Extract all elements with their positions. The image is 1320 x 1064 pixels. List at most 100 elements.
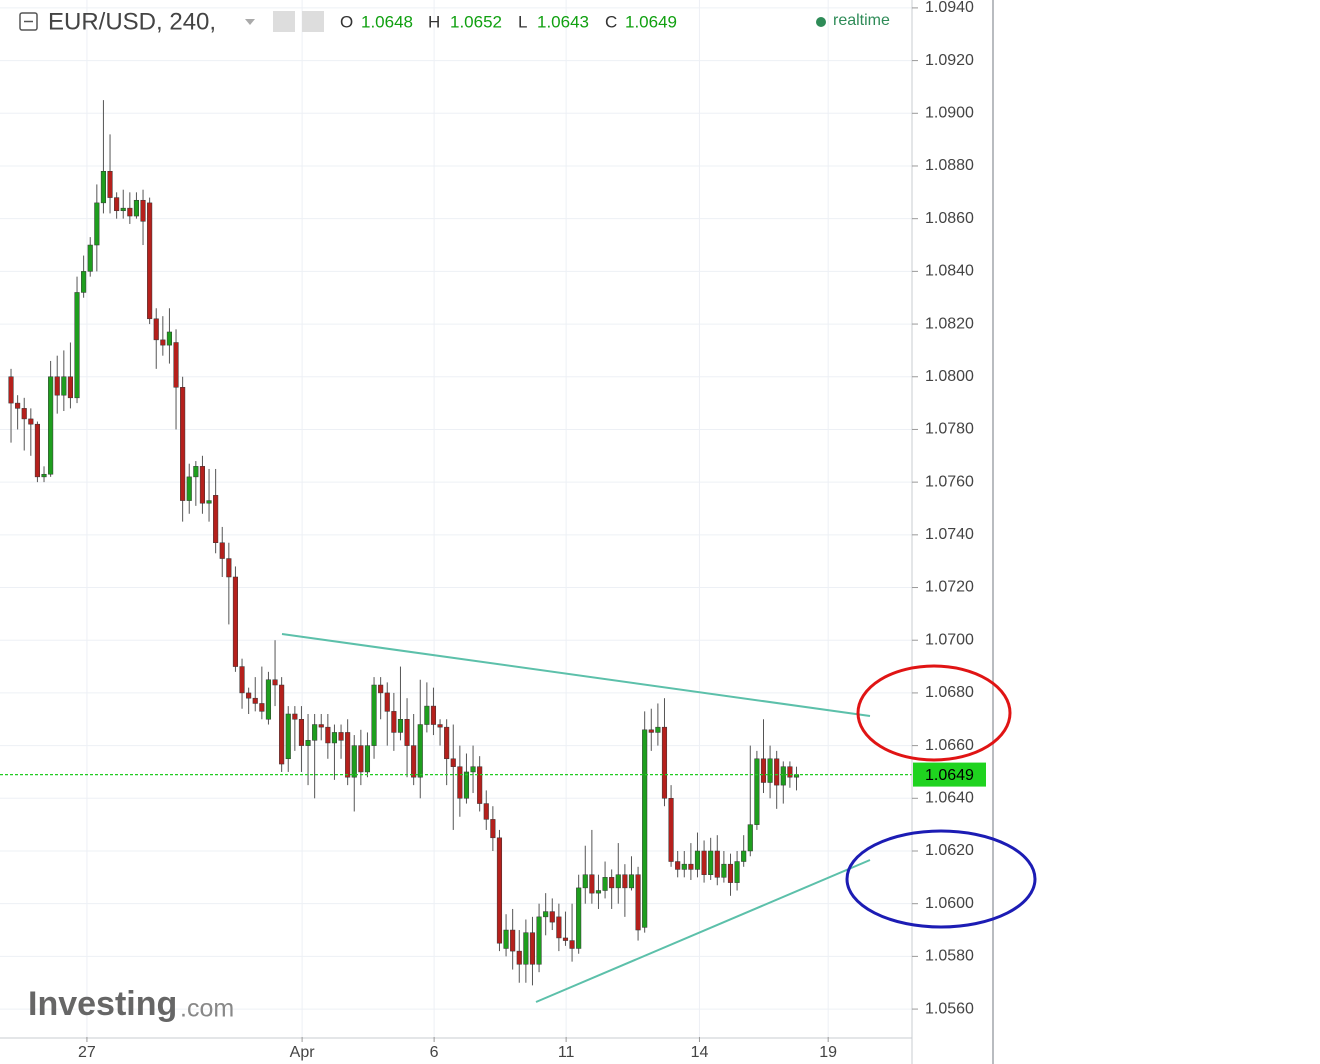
candle-body — [734, 861, 740, 883]
candle-body — [694, 850, 701, 870]
x-tick-label: 11 — [558, 1044, 575, 1061]
settings-icon[interactable] — [302, 11, 324, 32]
candle-body — [147, 202, 153, 320]
candle-body — [490, 819, 496, 839]
candle-body — [246, 692, 252, 699]
candle-body — [140, 199, 146, 222]
ohlc-value: 1.0643 — [537, 12, 589, 31]
candle-body — [226, 558, 232, 578]
candle-body — [325, 726, 331, 744]
axis-labels: 1.0940 1.0920 1.0900 1.0880 1.0860 1.0840 1.08… — [78, 0, 986, 1061]
candle-body — [635, 874, 641, 931]
visibility-icon[interactable] — [273, 11, 295, 32]
candle-body — [378, 684, 384, 694]
candle-body — [173, 342, 179, 388]
candle-body — [305, 740, 311, 746]
candle-body — [675, 861, 681, 870]
y-tick-label: 1.0840 — [925, 263, 974, 280]
candle-body — [114, 197, 120, 212]
candle-body — [424, 705, 430, 725]
candle-body — [34, 423, 40, 478]
candle-body — [279, 684, 285, 765]
candle-body — [206, 500, 212, 504]
y-tick-label: 1.0700 — [925, 631, 974, 648]
candle-body — [180, 387, 186, 501]
candle-body — [232, 576, 239, 667]
highlight-ellipse — [845, 829, 1037, 929]
candle-body — [417, 724, 423, 778]
y-tick-label: 1.0660 — [925, 737, 974, 754]
y-tick-label: 1.0780 — [925, 421, 974, 438]
candle-body — [609, 877, 615, 889]
candle-body — [549, 911, 555, 923]
candle-body — [411, 745, 417, 778]
candle-body — [582, 874, 588, 889]
candle-body — [265, 679, 272, 720]
candle-body — [371, 684, 377, 746]
collapse-icon[interactable] — [19, 12, 38, 31]
status: realtime — [833, 12, 890, 29]
y-tick-label: 1.0820 — [925, 315, 974, 332]
candle-body — [688, 863, 694, 870]
y-tick-label: 1.0580 — [925, 948, 974, 965]
candle-body — [358, 745, 364, 773]
y-tick-label: 1.0800 — [925, 368, 974, 385]
candle-body — [312, 724, 318, 741]
y-tick-label: 1.0860 — [925, 210, 974, 227]
dropdown-arrow[interactable] — [245, 19, 255, 25]
watermark-suffix: .com — [180, 995, 234, 1023]
symbol-title: EUR/USD, 240, — [48, 8, 216, 35]
candle-body — [668, 798, 674, 862]
header: EUR/USD, 240, O 1.0648 H 1.0652 L 1.0643… — [19, 8, 890, 35]
candle-body — [8, 376, 14, 404]
candle-body — [133, 199, 139, 217]
ohlc-label: H — [428, 12, 440, 31]
candle-body — [28, 418, 34, 425]
candle-body — [754, 758, 760, 825]
candle-body — [622, 874, 628, 889]
ohlc-value: 1.0649 — [625, 12, 677, 31]
candle-body — [48, 376, 54, 475]
candle-body — [529, 932, 536, 965]
candle-body — [543, 911, 549, 918]
candle-body — [457, 766, 463, 799]
candle-body — [569, 940, 575, 949]
candle-body — [503, 929, 509, 949]
candle-body — [470, 766, 476, 773]
candle-body — [160, 339, 166, 346]
candle-body — [318, 724, 324, 728]
y-tick-label: 1.0940 — [925, 0, 974, 16]
candle-body — [193, 466, 199, 478]
candle-body — [15, 402, 21, 409]
candle-body — [430, 705, 437, 725]
candle-body — [556, 916, 562, 939]
candle-body — [780, 766, 786, 786]
candle-body — [94, 202, 100, 246]
candle-body — [714, 850, 720, 878]
candle-body — [239, 666, 245, 694]
candle-body — [496, 837, 503, 944]
grid — [0, 0, 912, 1037]
candle-body — [213, 495, 219, 543]
candle-body — [721, 863, 727, 878]
candle-body — [338, 732, 344, 741]
candle-body — [391, 711, 397, 733]
candle-body — [74, 292, 80, 399]
candle-body — [615, 874, 621, 889]
candle-body — [701, 850, 707, 875]
y-tick-label: 1.0740 — [925, 526, 974, 543]
candle-body — [127, 207, 133, 217]
highlight-ellipse — [856, 664, 1012, 762]
candle-body — [272, 679, 278, 686]
candle-body — [67, 376, 73, 399]
candle-body — [655, 726, 661, 733]
y-tick-label: 1.0900 — [925, 105, 974, 122]
candle-body — [166, 331, 172, 346]
y-tick-label: 1.0620 — [925, 842, 974, 859]
candle-body — [774, 758, 780, 786]
y-tick-label: 1.0920 — [925, 52, 974, 69]
candle-body — [107, 171, 113, 198]
candle-body — [628, 874, 635, 889]
candle-body — [186, 476, 192, 501]
candle-body — [787, 766, 793, 778]
